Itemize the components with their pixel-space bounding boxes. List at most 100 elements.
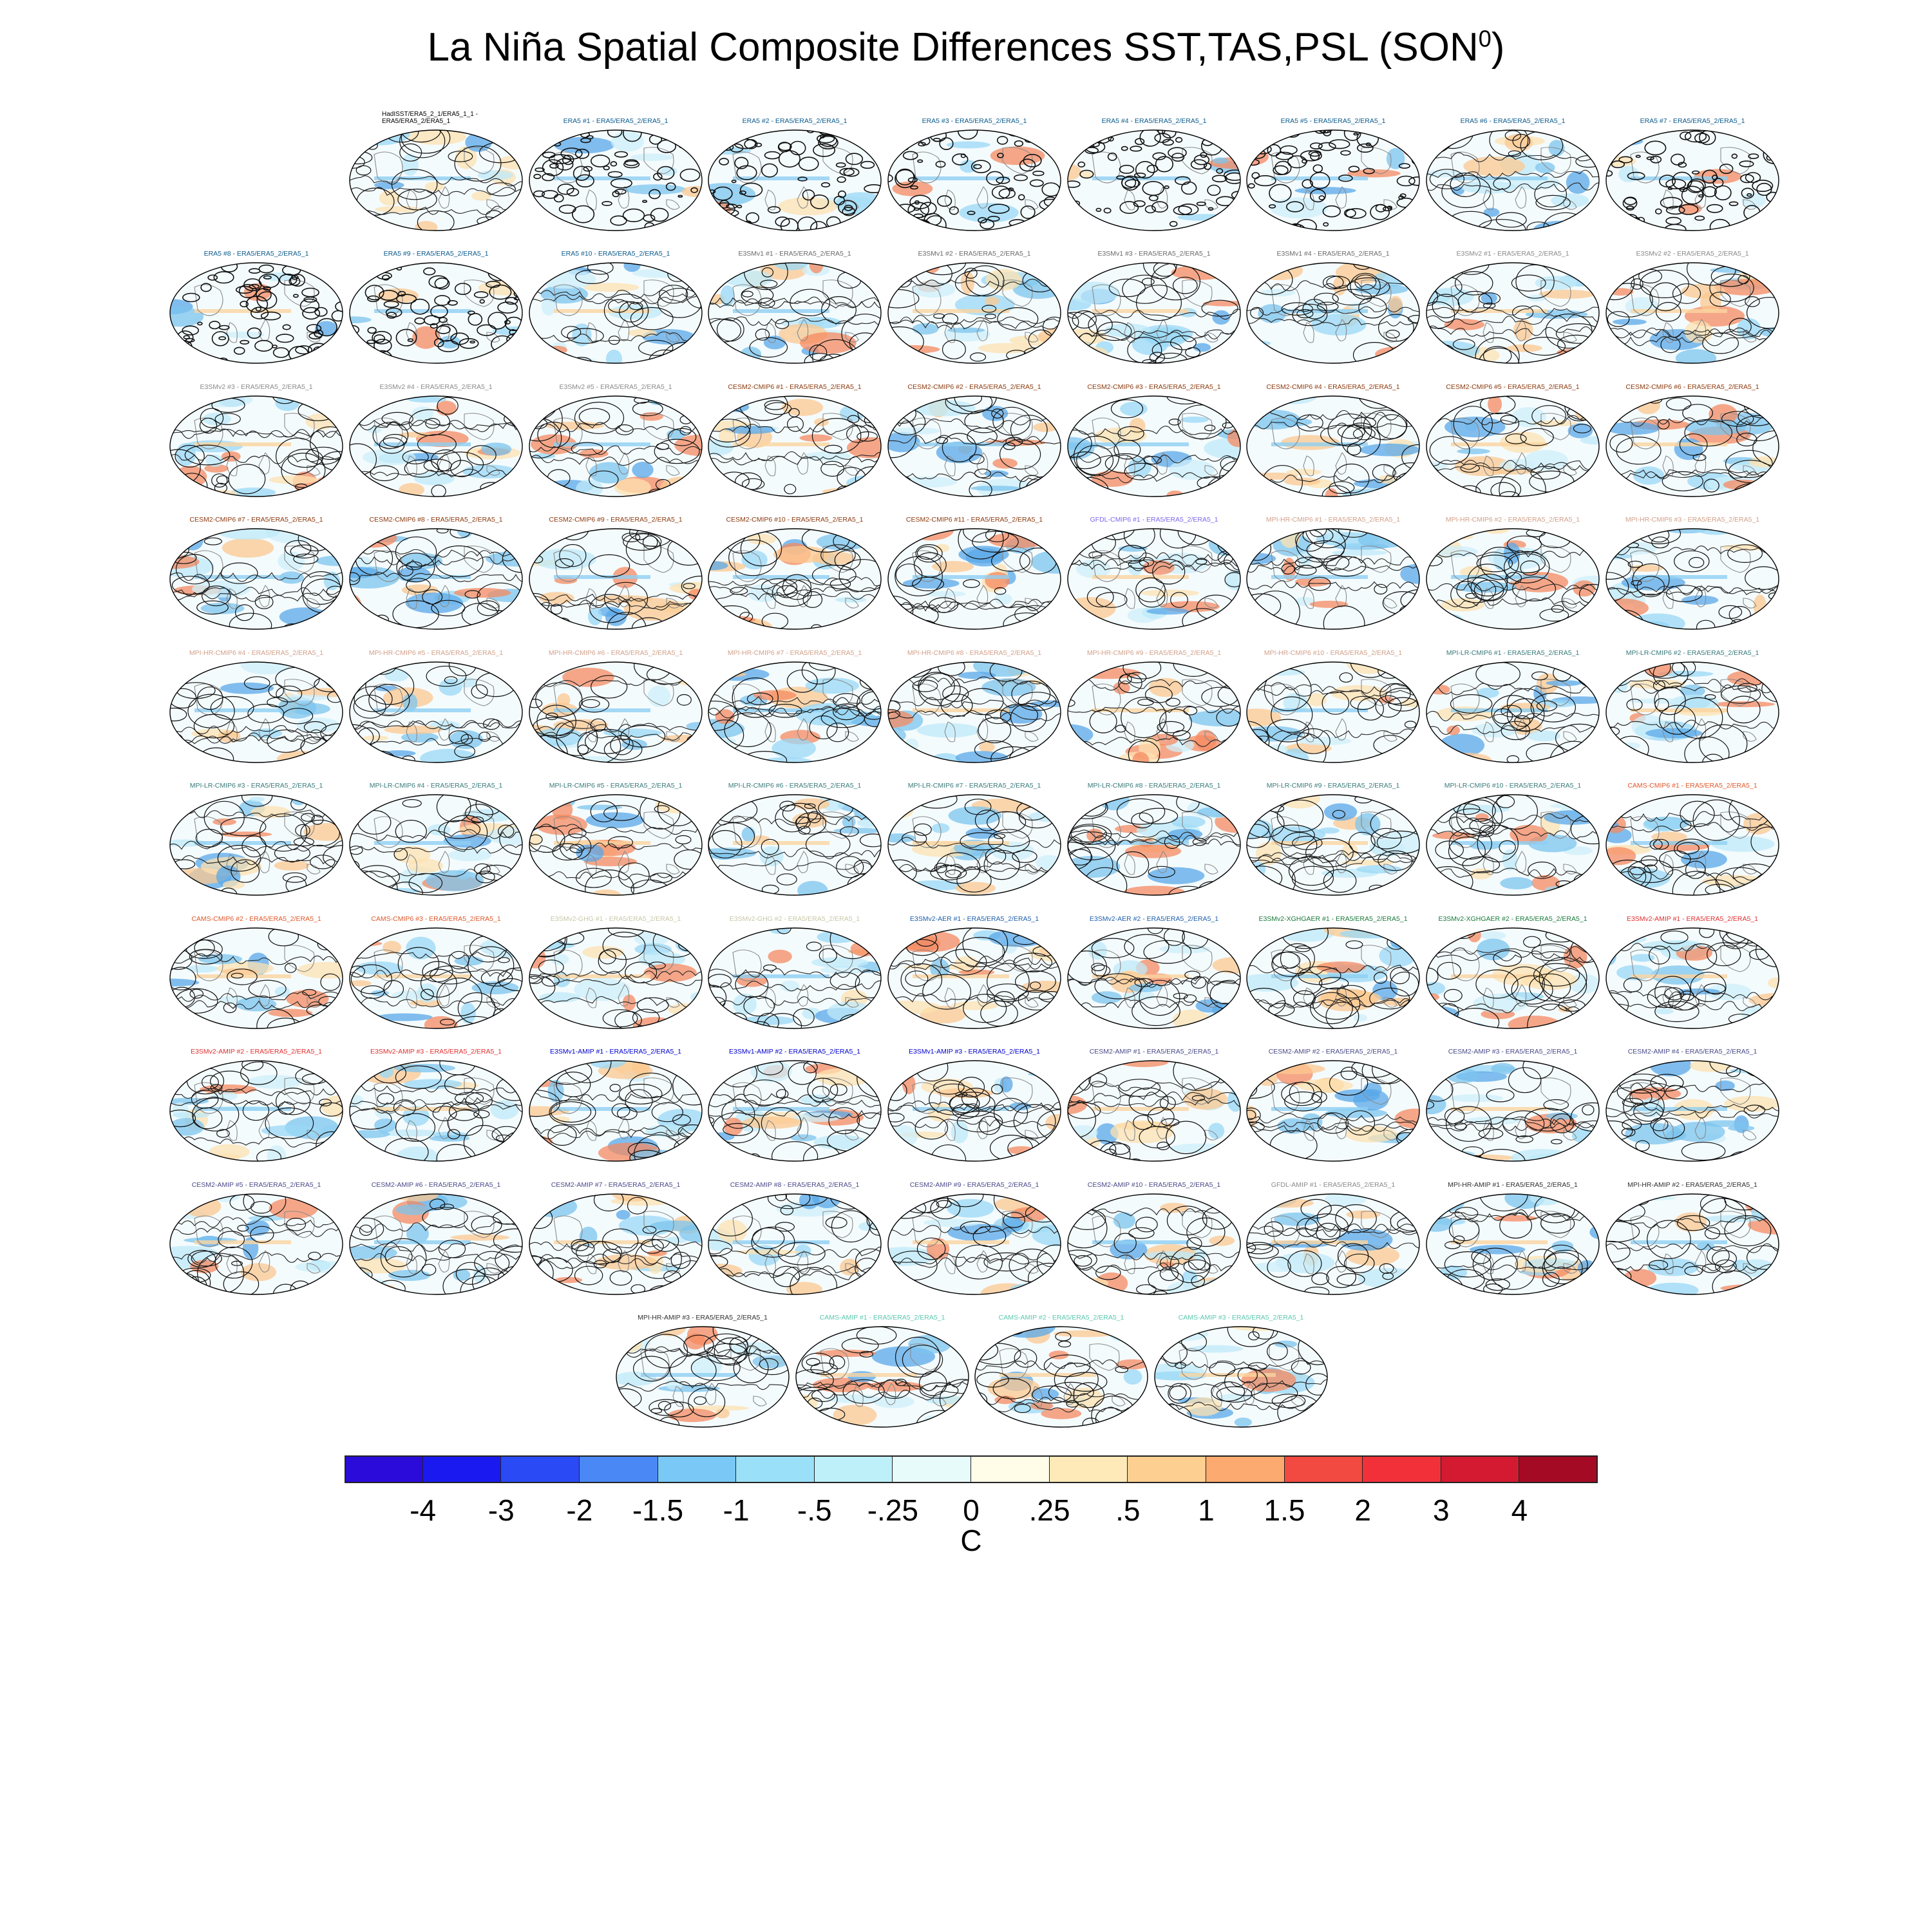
psl-contour: [455, 1262, 486, 1285]
psl-contour: [170, 953, 343, 965]
equatorial-band: [1631, 176, 1727, 180]
coastline: [912, 1215, 942, 1247]
anomaly-shade: [979, 742, 995, 753]
psl-contour: [960, 1220, 991, 1235]
psl-contour: [1502, 1110, 1545, 1137]
psl-contour: [914, 1116, 949, 1140]
psl-contour: [723, 1122, 753, 1136]
psl-contour: [554, 558, 574, 569]
equatorial-band: [554, 841, 650, 845]
globe-map: [1426, 395, 1600, 497]
psl-contour: [529, 331, 702, 343]
anomaly-shade: [720, 285, 735, 307]
psl-contour: [529, 191, 533, 194]
psl-contour: [1165, 697, 1180, 707]
psl-contour: [1130, 1158, 1142, 1161]
coastline: [374, 550, 403, 582]
psl-contour: [1336, 985, 1366, 999]
psl-contour: [1388, 697, 1418, 712]
psl-contour: [590, 800, 618, 822]
anomaly-shade: [204, 464, 229, 473]
anomaly-shade: [408, 396, 447, 403]
coastline: [1515, 851, 1527, 873]
panel-label: MPI-HR-CMIP6 #5 - ERA5/ERA5_2/ERA5_1: [368, 649, 504, 657]
psl-contour: [1649, 282, 1682, 312]
globe-outline: [349, 661, 523, 763]
psl-contour: [1606, 130, 1625, 138]
psl-contour: [1115, 724, 1126, 733]
anomaly-shade: [542, 795, 573, 803]
anomaly-shade: [1068, 752, 1081, 762]
anomaly-shade: [1247, 708, 1282, 726]
anomaly-shade: [350, 619, 368, 629]
psl-contour: [374, 334, 386, 343]
psl-contour: [1570, 1014, 1595, 1028]
coastline: [822, 545, 853, 573]
psl-contour: [1247, 1244, 1279, 1259]
psl-contour: [402, 799, 422, 808]
psl-contour: [1155, 1358, 1327, 1369]
psl-contour: [788, 1062, 817, 1085]
psl-contour: [611, 1103, 630, 1118]
psl-contour: [560, 147, 583, 160]
coastline: [1630, 151, 1660, 184]
anomaly-shade: [1533, 420, 1577, 427]
anomaly-shade: [1318, 827, 1340, 834]
psl-contour: [1374, 972, 1388, 984]
psl-contour: [857, 402, 881, 424]
psl-contour: [1426, 1122, 1599, 1133]
psl-contour: [870, 130, 881, 134]
panel-label: E3SMv2-GHG #1 - ERA5/ERA5_2/ERA5_1: [550, 915, 681, 923]
equatorial-band: [554, 309, 650, 313]
psl-contour: [918, 130, 924, 135]
psl-contour: [1343, 130, 1361, 141]
psl-contour: [1748, 153, 1759, 159]
anomaly-shade: [1140, 589, 1199, 597]
psl-contour: [930, 865, 967, 880]
globe-map: [708, 661, 882, 763]
psl-contour: [990, 550, 1030, 572]
psl-contour: [708, 1116, 714, 1124]
anomaly-shade: [1544, 886, 1581, 893]
psl-contour: [942, 685, 969, 702]
globe-outline: [1246, 661, 1420, 763]
anomaly-shade: [888, 890, 896, 895]
psl-contour: [436, 325, 451, 334]
equatorial-band: [374, 841, 471, 845]
psl-contour: [504, 529, 522, 535]
coastline: [666, 997, 680, 1008]
coastline: [1124, 1120, 1135, 1141]
psl-contour: [1273, 165, 1289, 176]
anomaly-shade: [1429, 396, 1457, 406]
psl-contour: [1408, 315, 1419, 323]
coastline: [374, 284, 403, 316]
anomaly-shade: [1128, 554, 1143, 576]
psl-contour: [888, 697, 1061, 708]
psl-contour: [529, 1005, 549, 1028]
equatorial-band: [374, 176, 471, 180]
psl-contour: [1408, 176, 1419, 186]
psl-contour: [961, 1087, 990, 1109]
psl-contour: [1335, 1204, 1377, 1233]
psl-contour: [1644, 140, 1667, 156]
anomaly-shade: [1448, 1094, 1504, 1103]
psl-contour: [1118, 673, 1142, 694]
psl-contour: [535, 167, 545, 173]
psl-contour: [859, 1350, 874, 1358]
psl-contour: [316, 317, 337, 337]
psl-contour: [1482, 302, 1496, 309]
anomaly-shade: [994, 1396, 1016, 1405]
equatorial-band: [913, 974, 1009, 978]
psl-contour: [1426, 683, 1599, 696]
psl-contour: [529, 1241, 702, 1251]
coastline: [374, 151, 403, 184]
psl-contour: [1018, 194, 1025, 201]
psl-contour: [1128, 1087, 1169, 1115]
psl-contour: [350, 968, 522, 979]
psl-contour: [1606, 1109, 1779, 1119]
globe-map: [887, 1060, 1061, 1162]
psl-contour: [1457, 290, 1493, 313]
psl-contour: [745, 212, 759, 223]
psl-contour: [922, 974, 971, 1010]
coastline: [1303, 588, 1314, 609]
